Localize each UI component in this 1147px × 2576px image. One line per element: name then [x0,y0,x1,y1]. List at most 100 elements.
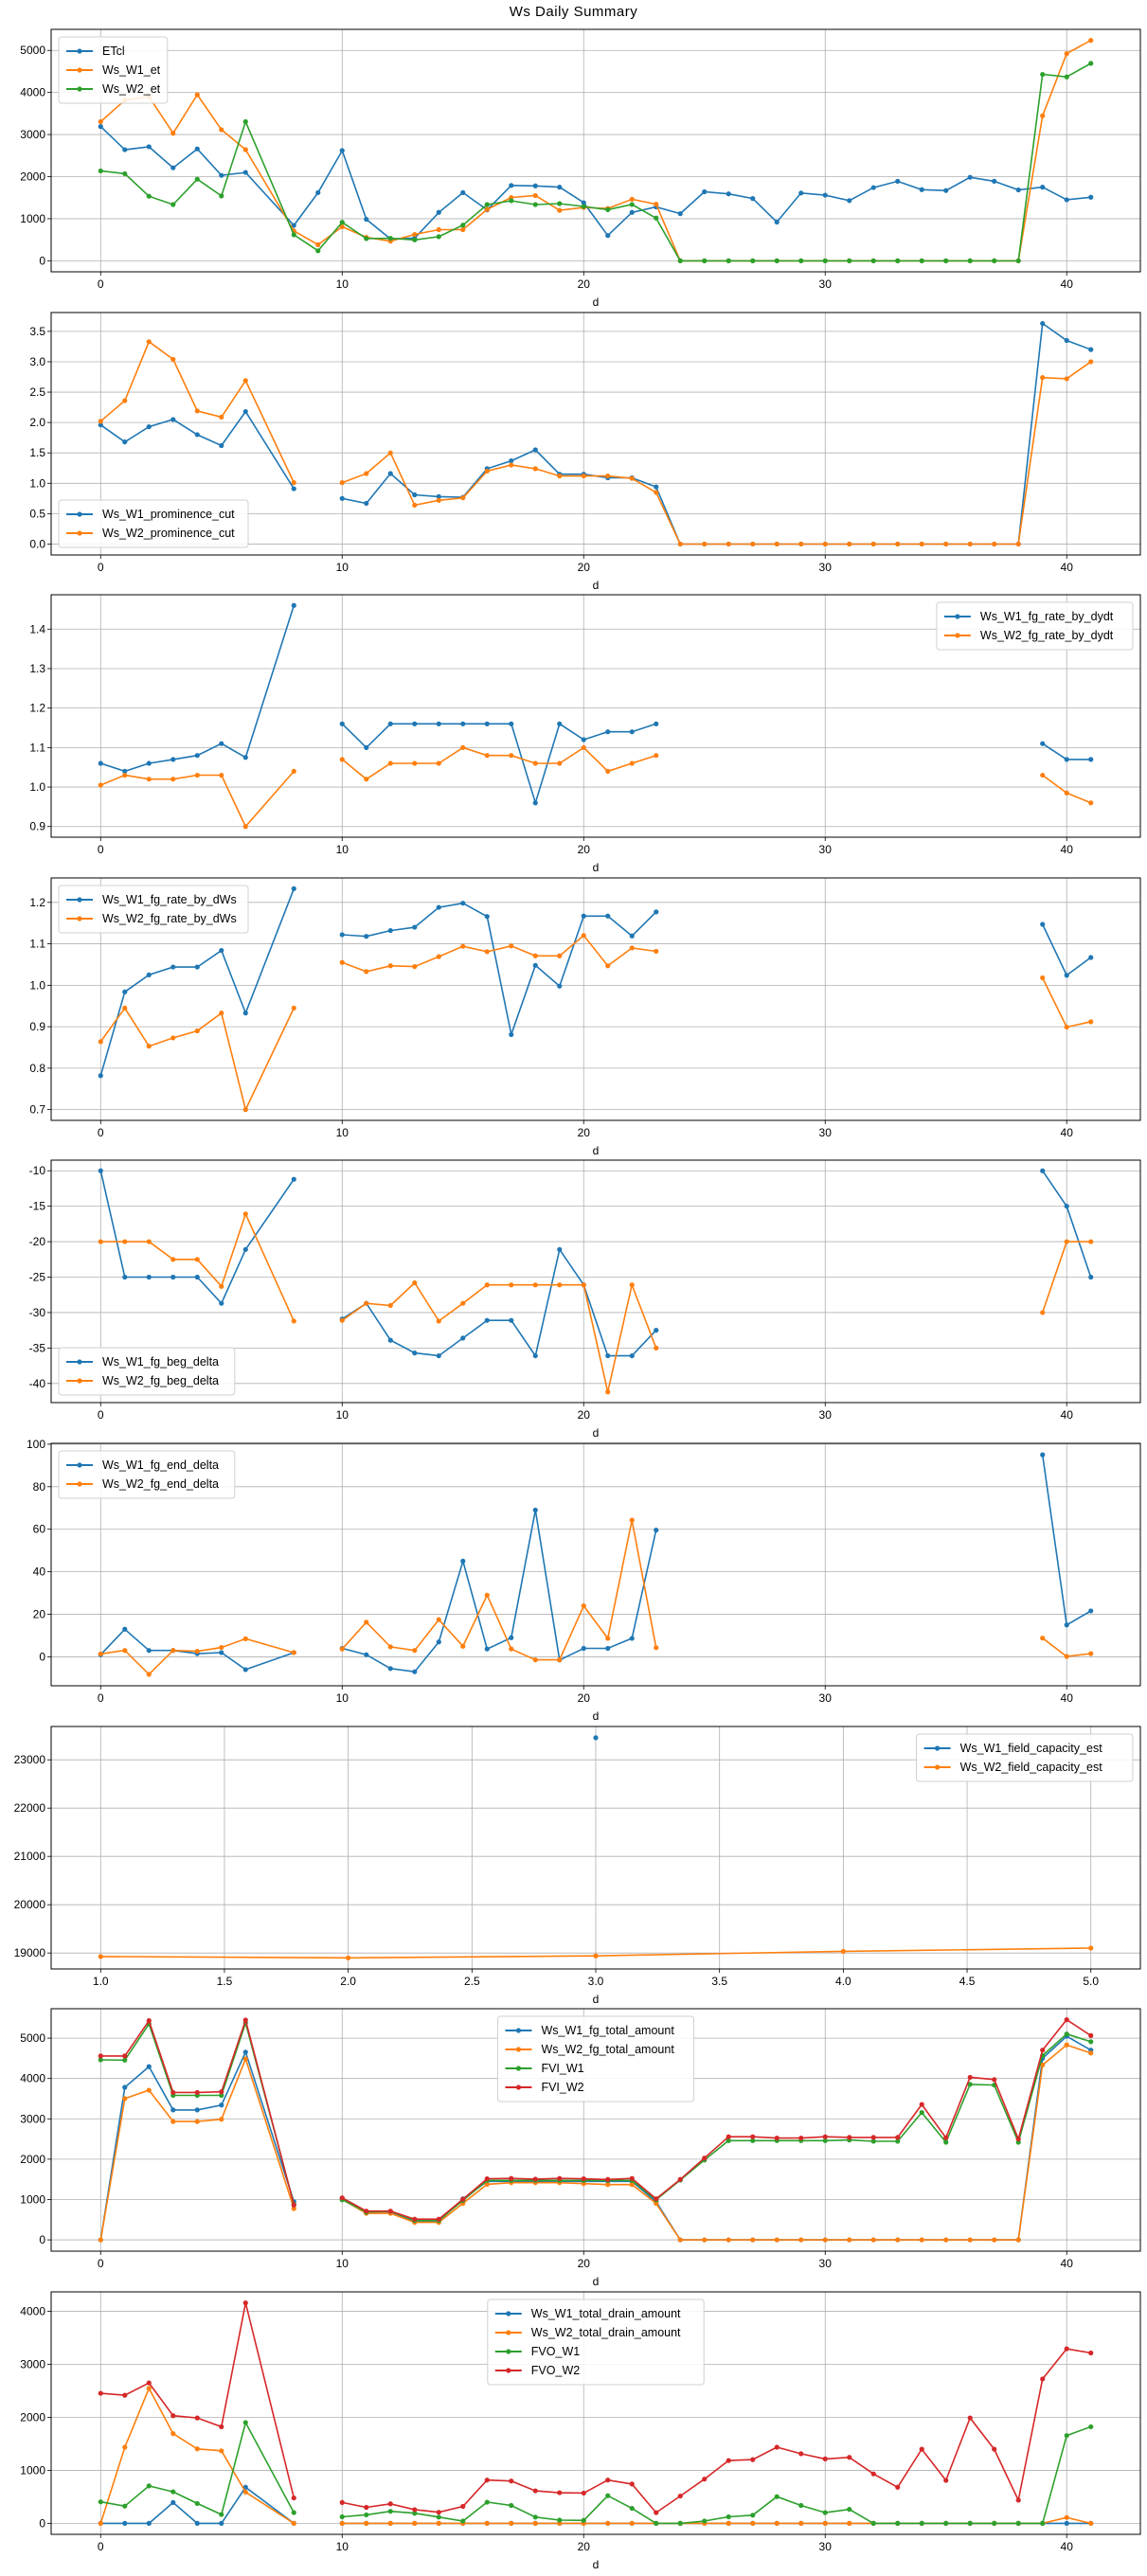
x-tick-label: 20 [578,2257,591,2270]
y-tick-label: 80 [33,1480,46,1494]
data-point [532,2520,538,2526]
data-point [654,909,659,915]
x-tick-label: 20 [578,1691,591,1705]
data-point [1015,2497,1021,2503]
data-point [242,170,248,175]
legend-item: Ws_W1_prominence_cut [66,508,235,521]
legend-label: Ws_W2_fg_total_amount [541,2043,674,2056]
x-tick-label: 30 [819,843,833,856]
data-point [460,1335,466,1341]
data-point [605,1636,611,1641]
data-point [122,1239,128,1245]
data-point [509,462,514,468]
data-point [242,755,248,760]
data-point [412,502,418,508]
series-line [99,2386,295,2524]
x-tick-label: 40 [1061,843,1074,856]
y-tick-label: 3000 [20,2112,45,2125]
data-point [194,2445,200,2452]
data-point [484,2477,490,2483]
series-line [100,2302,296,2498]
series-line [341,2044,1091,2242]
data-point [219,127,224,133]
data-point [170,2499,176,2505]
y-tick-label: 3000 [20,128,45,141]
data-point [629,475,635,481]
data-point [895,178,901,184]
data-point [967,2075,973,2081]
legend-item: Ws_W2_field_capacity_est [923,1761,1102,1774]
data-point [532,2488,538,2494]
series-line [100,1212,296,1322]
x-tick-label: 1.5 [217,1975,233,1988]
data-point [677,541,683,546]
data-point [1064,197,1069,203]
data-point [1040,113,1046,118]
x-tick-label: 0 [98,277,104,291]
legend-label: Ws_W2_fg_beg_delta [102,1374,219,1387]
legend-label: Ws_W1_et [102,63,161,77]
y-tick-label: 1000 [20,2463,45,2477]
data-point [219,1284,224,1290]
data-point [170,1257,176,1262]
data-point [219,442,224,448]
data-point [412,231,418,238]
series-line [342,902,657,1038]
y-tick-label: 0 [39,254,45,267]
series-line [341,2032,1091,2222]
data-point [654,1328,659,1333]
data-point [1088,1608,1094,1614]
series-line [342,1510,657,1673]
y-tick-label: 0.9 [29,1020,45,1033]
data-point [122,2053,128,2059]
x-tick-label: 30 [819,2257,833,2270]
data-point [436,721,441,727]
data-point [847,258,852,263]
data-point [1088,1945,1094,1951]
data-point [1040,2048,1046,2053]
data-point [98,2057,103,2063]
data-point [822,2520,828,2526]
data-point [677,2493,683,2498]
subplot-1: 0 10 20 30 40 0 1000 2000 3000 4000 5000 d ETcl Ws_W1… [20,28,1141,309]
x-tick-label: 0 [98,1691,104,1705]
data-point [387,1337,393,1344]
data-point [387,962,393,969]
data-point [532,1282,538,1288]
data-point [702,188,708,195]
data-point [484,2181,490,2188]
data-point [532,192,538,199]
data-point [581,200,586,206]
legend-box [496,2015,695,2102]
data-point [339,2520,345,2526]
data-point [484,202,490,207]
data-point [170,202,176,207]
data-point [122,170,128,177]
data-point [194,2107,200,2113]
legend: Ws_W1_fg_end_delta Ws_W2_fg_end_delta [58,1450,236,1499]
data-point [146,1648,152,1654]
data-point [170,131,176,136]
x-axis-label: d [593,579,600,592]
data-point [291,1650,296,1655]
data-point [484,2176,490,2182]
data-point [436,1353,441,1359]
axes-frame [50,594,1141,838]
data-point [750,196,756,202]
data-point [1088,2424,1094,2429]
legend-marker [515,2028,522,2033]
data-point [387,2508,393,2514]
data-point [1040,921,1046,927]
data-point [654,1346,659,1351]
data-point [364,2209,369,2214]
legend-item: ETcl [66,45,125,58]
data-point [967,2082,973,2087]
data-point [629,1282,635,1288]
data-point [870,541,876,546]
data-point [992,2077,997,2083]
data-point [895,258,901,263]
data-point [1088,800,1094,806]
subplot-5: 0 10 20 30 40 -40 -35 -30 -25 -20 -15 -10 d Ws_W1_fg_… [29,1159,1141,1440]
y-tick-label: 22000 [14,1801,46,1815]
legend-marker [77,86,82,92]
